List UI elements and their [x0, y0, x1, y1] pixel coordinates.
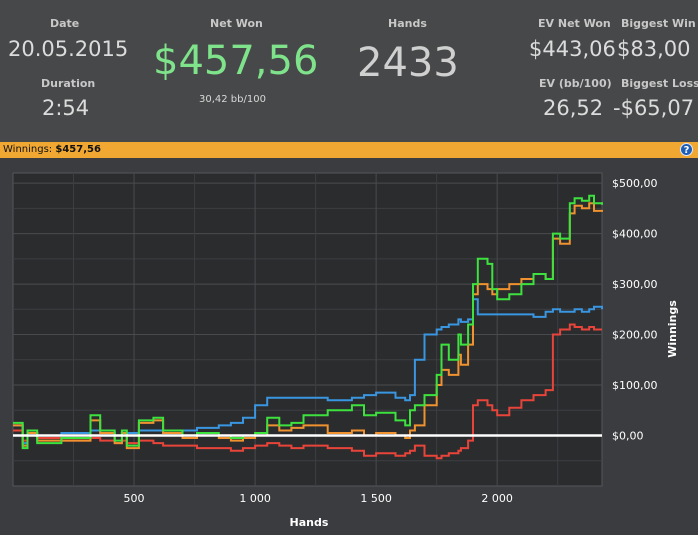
winnings-chart: 500 1 000 1 500 2 000 $0,00 $100,00 $200,00 $3…	[12, 172, 679, 529]
winnings-bar: Winnings: $457,56 ?	[0, 142, 698, 158]
x-tick-label: 2 000	[481, 492, 513, 505]
winnings-value: $457,56	[55, 144, 101, 155]
plot-background	[12, 172, 603, 487]
date-label: Date	[50, 17, 80, 30]
net-won-value: $457,56	[153, 38, 319, 84]
winnings-summary: Winnings: $457,56	[3, 144, 101, 155]
x-axis-label: Hands	[290, 516, 329, 529]
y-tick-label: $500,00	[612, 177, 658, 190]
stats-panel: Date 20.05.2015 Duration 2:54 Net Won $4…	[0, 0, 698, 142]
biggest-loss-label: Biggest Loss	[621, 77, 698, 90]
hands-label: Hands	[388, 17, 427, 30]
net-won-label: Net Won	[210, 17, 263, 30]
hands-value: 2433	[357, 40, 459, 86]
x-tick-label: 1 500	[360, 492, 392, 505]
date-value: 20.05.2015	[8, 37, 129, 61]
duration-value: 2:54	[42, 96, 90, 120]
x-tick-label: 1 000	[239, 492, 271, 505]
biggest-win-label: Biggest Win	[621, 17, 696, 30]
y-tick-label: $400,00	[612, 228, 658, 241]
ev-net-won-label: EV Net Won	[538, 17, 611, 30]
y-tick-labels: $0,00 $100,00 $200,00 $300,00 $400,00 $500,00	[612, 177, 658, 442]
series-line-0	[13, 194, 603, 450]
ev-net-won-value: $443,06	[529, 37, 616, 61]
biggest-win-value: $83,00	[617, 37, 691, 61]
y-tick-label: $300,00	[612, 278, 658, 291]
duration-label: Duration	[41, 77, 96, 90]
y-axis-label: Winnings	[666, 300, 679, 358]
net-won-bb100: 30,42 bb/100	[199, 94, 266, 105]
ev-bb-label: EV (bb/100)	[539, 77, 612, 90]
help-icon[interactable]: ?	[680, 143, 693, 156]
y-tick-label: $100,00	[612, 379, 658, 392]
x-tick-labels: 500 1 000 1 500 2 000	[124, 492, 513, 505]
winnings-label: Winnings:	[3, 144, 53, 155]
biggest-loss-value: -$65,07	[613, 96, 695, 120]
ev-bb-value: 26,52	[543, 96, 604, 120]
x-tick-label: 500	[124, 492, 145, 505]
y-tick-label: $0,00	[612, 430, 644, 443]
y-tick-label: $200,00	[612, 329, 658, 342]
